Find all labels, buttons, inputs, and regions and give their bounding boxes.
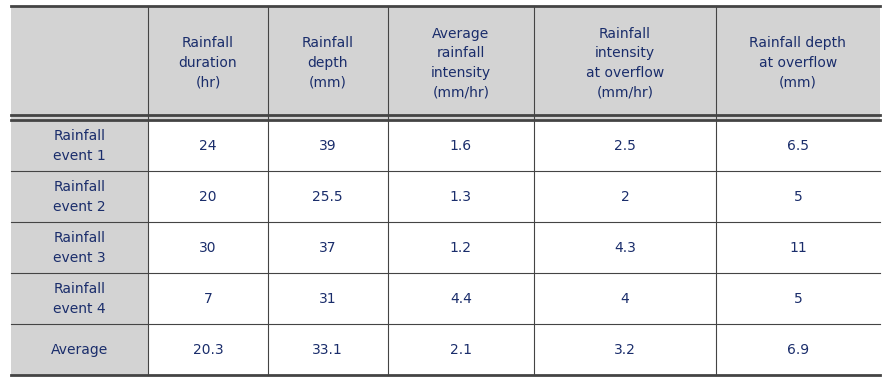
Text: 33.1: 33.1 — [312, 343, 343, 357]
Text: Rainfall
depth
(mm): Rainfall depth (mm) — [301, 37, 354, 90]
Text: Rainfall
intensity
at overflow
(mm/hr): Rainfall intensity at overflow (mm/hr) — [585, 27, 664, 99]
Text: 31: 31 — [319, 292, 336, 306]
Bar — [11, 6, 879, 120]
Text: 6.9: 6.9 — [786, 343, 808, 357]
Text: Rainfall
event 4: Rainfall event 4 — [53, 282, 105, 315]
Bar — [11, 120, 148, 375]
Text: 11: 11 — [788, 241, 806, 255]
Text: 2.5: 2.5 — [613, 139, 635, 153]
Text: 37: 37 — [319, 241, 336, 255]
Text: 5: 5 — [793, 190, 801, 204]
Text: 2.1: 2.1 — [449, 343, 471, 357]
Text: 1.6: 1.6 — [449, 139, 471, 153]
Text: 30: 30 — [199, 241, 216, 255]
Text: 3.2: 3.2 — [613, 343, 635, 357]
Text: 24: 24 — [199, 139, 216, 153]
Text: Rainfall
event 2: Rainfall event 2 — [53, 180, 105, 213]
Text: Rainfall depth
at overflow
(mm): Rainfall depth at overflow (mm) — [749, 37, 845, 90]
Text: 20: 20 — [199, 190, 216, 204]
Text: 2: 2 — [620, 190, 628, 204]
Text: Average: Average — [51, 343, 108, 357]
Text: 20.3: 20.3 — [192, 343, 223, 357]
Text: 5: 5 — [793, 292, 801, 306]
Text: Rainfall
event 1: Rainfall event 1 — [53, 129, 105, 163]
Text: 4: 4 — [620, 292, 628, 306]
Text: 1.3: 1.3 — [449, 190, 471, 204]
Text: 6.5: 6.5 — [786, 139, 808, 153]
Text: Rainfall
event 3: Rainfall event 3 — [53, 231, 105, 264]
Text: Rainfall
duration
(hr): Rainfall duration (hr) — [178, 37, 237, 90]
Text: 25.5: 25.5 — [312, 190, 343, 204]
Text: 7: 7 — [204, 292, 212, 306]
Text: 1.2: 1.2 — [449, 241, 471, 255]
Text: 4.3: 4.3 — [613, 241, 635, 255]
Text: 39: 39 — [319, 139, 336, 153]
Text: 4.4: 4.4 — [449, 292, 471, 306]
Text: Average
rainfall
intensity
(mm/hr): Average rainfall intensity (mm/hr) — [431, 27, 490, 99]
